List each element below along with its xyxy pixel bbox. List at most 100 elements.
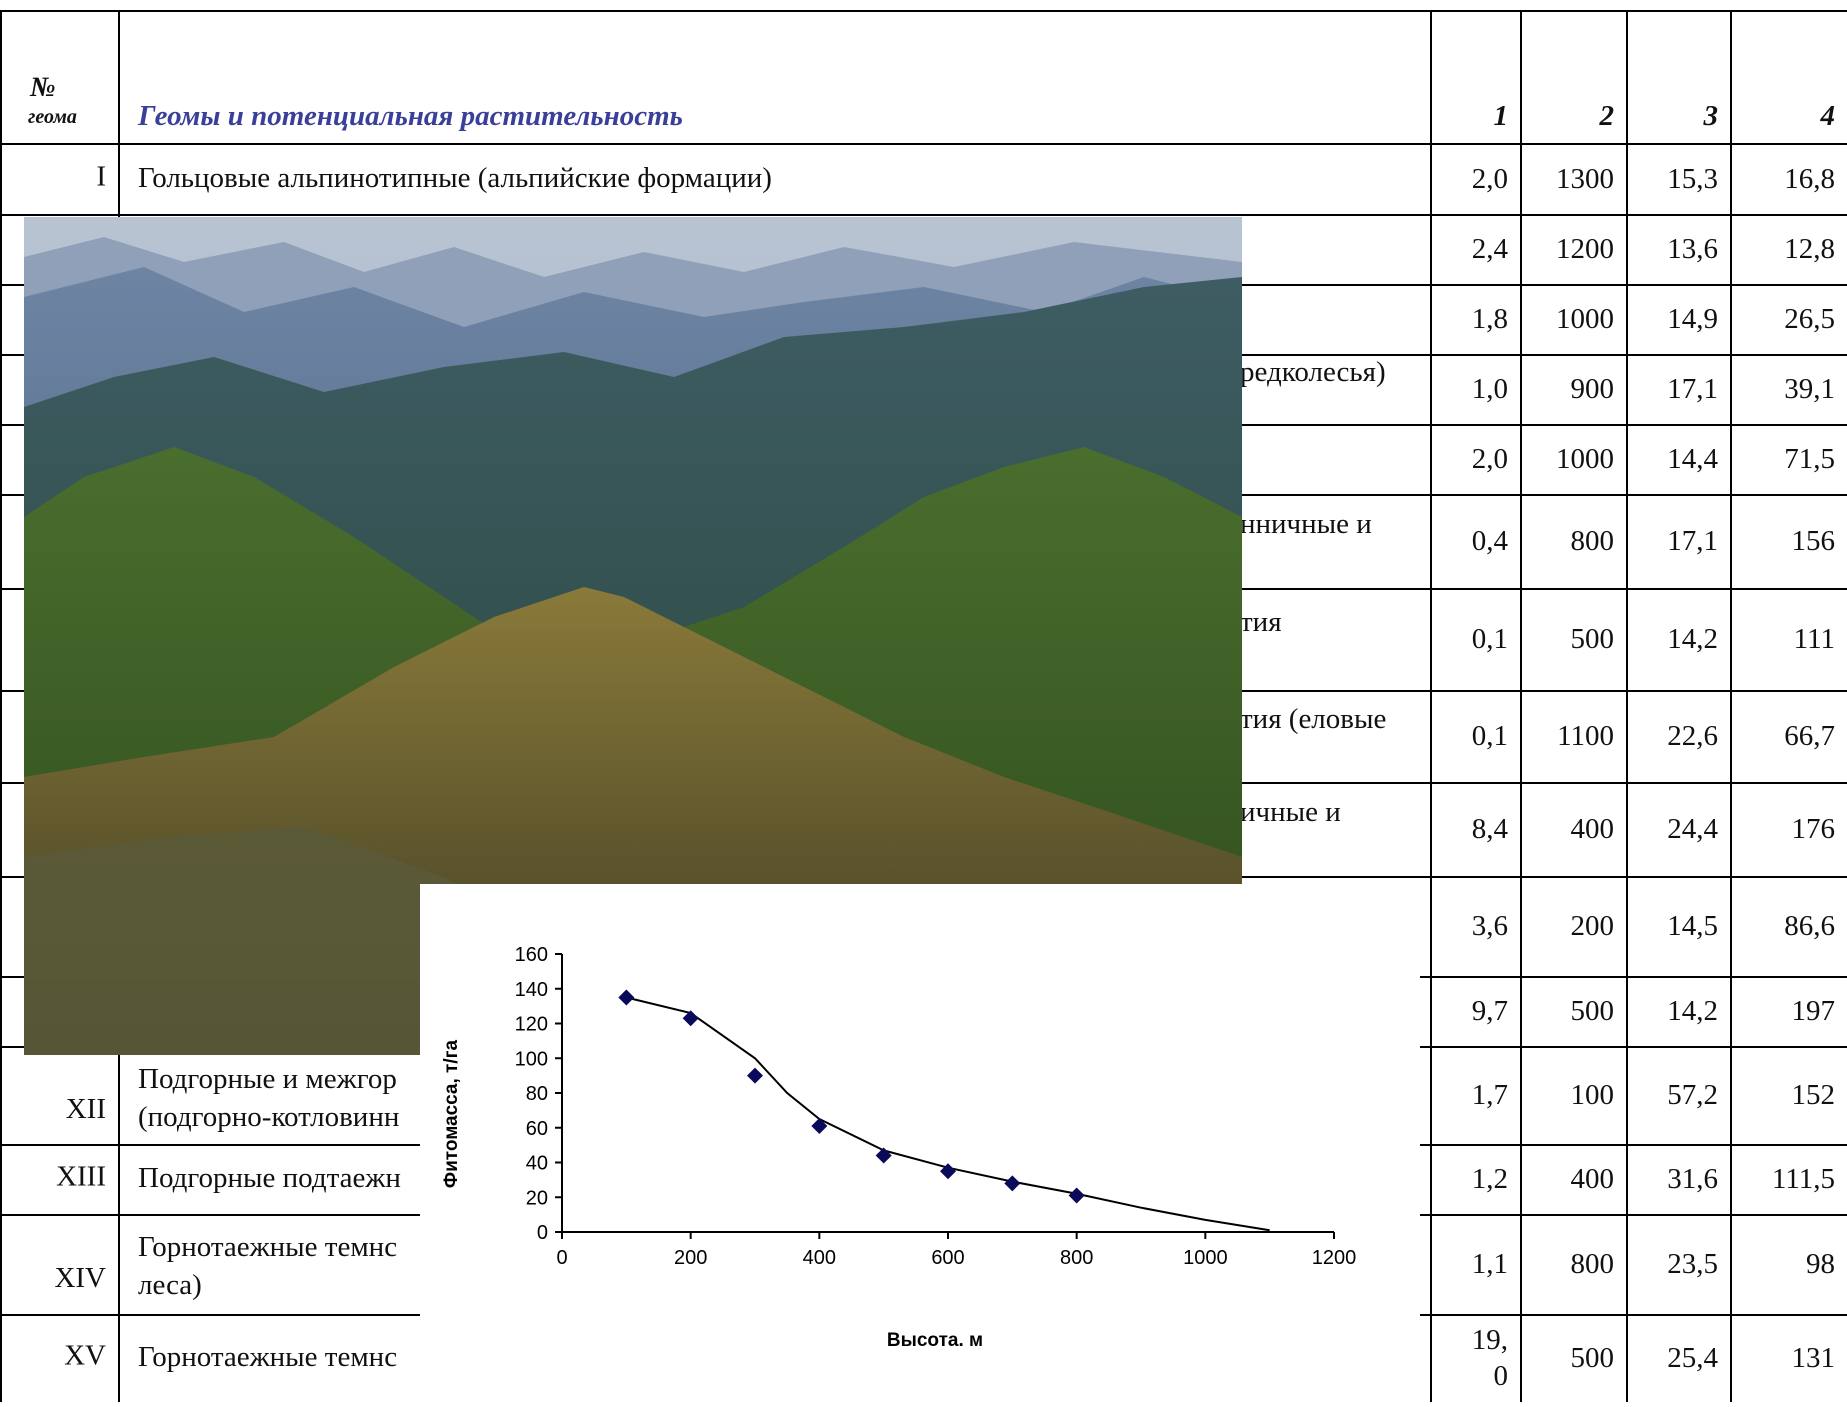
row-value-col-2: 1100 [1557,720,1614,752]
row-description-line: тия (еловые [1240,703,1387,735]
row-value-col-2: 500 [1570,1342,1615,1374]
row-description: редколесья) [1240,353,1386,391]
row-value-col-4: 111,5 [1771,1163,1835,1195]
row-value-col-4: 131 [1791,1342,1836,1374]
row-value-col-1: 1,7 [1471,1079,1508,1111]
row-description-line: тия [1240,606,1282,638]
row-value-col-2: 400 [1570,813,1615,845]
row-value-col-4: 12,8 [1784,233,1835,265]
row-value-col-4: 152 [1791,1079,1836,1111]
header-col-3: 3 [1703,100,1719,132]
row-description-line: Подгорные и межгор [138,1063,397,1095]
row-value-col-1: 2,4 [1471,233,1508,265]
row-value-col-4: 39,1 [1784,373,1835,405]
row-value-col-2: 500 [1570,623,1615,655]
row-value-col-4: 156 [1791,525,1836,557]
row-value-col-4: 197 [1791,995,1836,1027]
row-geome-number: I [96,160,106,192]
data-point-marker [682,1010,699,1027]
row-value-col-3: 14,2 [1667,995,1718,1027]
x-tick-label: 600 [931,1247,964,1269]
row-description: Подгорные и межгор (подгорно-котловинн [138,1060,399,1136]
x-axis-label: Высота. м [887,1330,983,1351]
row-value-col-1: 0,1 [1471,720,1508,752]
row-value-col-3: 22,6 [1667,720,1718,752]
row-description-line: леса) [138,1269,202,1301]
table-border-top [0,10,1847,12]
row-value-col-3: 14,2 [1667,623,1718,655]
row-divider [0,143,1847,145]
y-tick-label: 120 [515,1014,548,1036]
row-description: тия [1240,603,1282,641]
row-value-col-3: 17,1 [1667,373,1718,405]
x-tick-label: 800 [1060,1247,1093,1269]
row-value-col-1: 0,4 [1471,525,1508,557]
row-value-col-3: 14,5 [1667,910,1718,942]
row-value-col-1: 8,4 [1471,813,1508,845]
row-geome-number: XV [64,1339,106,1372]
y-tick-label: 40 [526,1153,548,1175]
row-value-col-4: 66,7 [1784,720,1835,752]
row-divider [0,214,1847,216]
row-value-col-3: 17,1 [1667,525,1718,557]
data-point-marker [618,989,635,1006]
row-geome-number: XIII [56,1160,106,1193]
chart-axes: 0 200 400 600 800 1000 1200 0 20 40 60 80 100 120 140 1… [515,944,1357,1269]
header-number-symbol: № [30,72,56,103]
row-value-col-3: 14,4 [1667,443,1718,475]
x-tick-label: 200 [674,1247,707,1269]
row-value-col-3: 23,5 [1667,1248,1718,1280]
y-tick-label: 60 [526,1118,548,1140]
row-value-col-4: 98 [1806,1248,1835,1280]
row-value-col-4: 26,5 [1784,303,1835,335]
row-description: Горнотаежные темнс [138,1338,397,1376]
y-tick-label: 0 [537,1222,548,1244]
row-value-col-1: 9,7 [1471,995,1508,1027]
row-value-col-3: 25,4 [1667,1342,1718,1374]
column-divider [1626,10,1628,1402]
row-value-col-1: 2,0 [1471,443,1508,475]
row-value-col-2: 1200 [1556,233,1614,265]
y-tick-label: 20 [526,1187,548,1209]
header-col-2: 2 [1599,100,1615,132]
row-value-col-1: 1,2 [1471,1163,1508,1195]
row-description-line: ичные и [1240,796,1341,828]
row-value-col-2: 1000 [1556,443,1614,475]
data-point-marker [811,1118,828,1135]
table-border-left [0,10,2,1402]
row-value-col-2: 900 [1570,373,1615,405]
x-tick-label: 1200 [1312,1247,1357,1269]
row-value-col-3: 24,4 [1667,813,1718,845]
header-col-1: 1 [1493,100,1509,132]
data-point-marker [1004,1175,1021,1192]
y-axis-label: Фитомасса, т/га [441,1039,462,1188]
x-tick-label: 400 [803,1247,836,1269]
row-description-line: редколесья) [1240,356,1386,388]
row-value-col-4: 176 [1791,813,1836,845]
phytomass-chart: 0 200 400 600 800 1000 1200 0 20 40 60 80 100 120 140 1… [420,884,1420,1402]
row-value-col-1: 2,0 [1471,162,1508,195]
row-value-col-4: 16,8 [1784,162,1835,195]
data-point-marker [875,1147,892,1164]
row-description-line: нничные и [1240,508,1372,540]
row-description: нничные и [1240,505,1372,543]
row-value-col-2: 1000 [1556,303,1614,335]
row-value-col-4: 71,5 [1784,443,1835,475]
row-description: тия (еловые [1240,700,1386,738]
y-tick-label: 80 [526,1083,548,1105]
row-description-line: Гольцовые альпинотипные (альпийские форм… [138,161,772,194]
column-divider [1430,10,1432,1402]
row-value-col-2: 400 [1570,1163,1615,1195]
x-tick-label: 1000 [1183,1247,1228,1269]
row-value-col-1: 3,6 [1471,910,1508,942]
y-tick-label: 140 [515,979,548,1001]
x-tick-label: 0 [556,1247,567,1269]
row-value-col-1-continued: 0 [1493,1360,1509,1392]
header-title: Геомы и потенциальная растительность [138,100,683,132]
row-description: Горнотаежные темнс леса) [138,1228,397,1304]
row-value-col-2: 500 [1570,995,1615,1027]
row-description: Подгорные подтаежн [138,1159,401,1197]
column-divider [1730,10,1732,1402]
row-description-line: Горнотаежные темнс [138,1341,398,1373]
row-value-col-3: 57,2 [1667,1079,1718,1111]
